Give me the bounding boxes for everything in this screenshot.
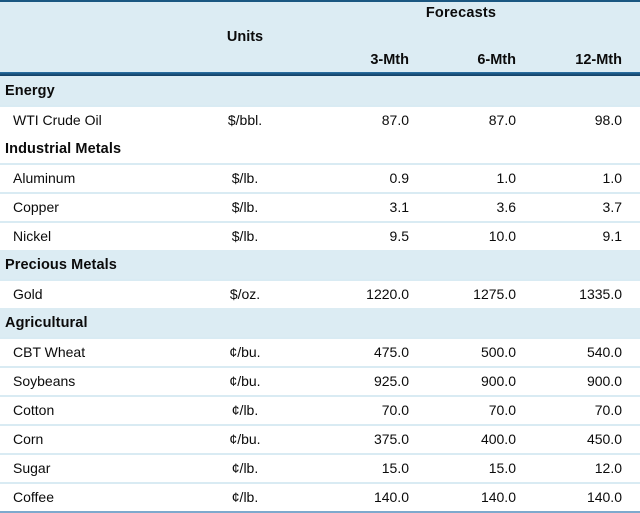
unit-value: $/bbl. (227, 112, 263, 128)
forecast-6mth-value: 400.0 (480, 431, 516, 447)
commodity-name: Soybeans (13, 373, 76, 389)
unit-value: ¢/lb. (231, 489, 259, 505)
section-header-agricultural: Agricultural (0, 308, 640, 337)
unit-value: ¢/lb. (231, 460, 259, 476)
forecast-12mth-value: 540.0 (586, 344, 622, 360)
commodity-name: Gold (13, 286, 43, 302)
section-header-energy: Energy (0, 76, 640, 105)
forecast-6mth-value: 70.0 (488, 402, 516, 418)
unit-value: ¢/bu. (229, 431, 261, 447)
unit-value: ¢/bu. (229, 373, 261, 389)
table-header: Forecasts Units 3-Mth 6-Mth 12-Mth (0, 2, 640, 72)
forecast-12mth-value: 900.0 (586, 373, 622, 389)
forecast-6mth-value: 3.6 (496, 199, 516, 215)
commodity-name: Aluminum (13, 170, 76, 186)
commodity-name: WTI Crude Oil (13, 112, 102, 128)
forecast-6mth-value: 10.0 (488, 228, 516, 244)
commodity-name: Coffee (13, 489, 54, 505)
forecast-12mth-value: 3.7 (602, 199, 622, 215)
forecast-3mth-value: 375.0 (373, 431, 409, 447)
forecast-12mth-value: 1.0 (602, 170, 622, 186)
forecast-12mth-value: 9.1 (602, 228, 622, 244)
table-row-coffee: Coffee ¢/lb. 140.0 140.0 140.0 (0, 482, 640, 511)
forecast-3mth-value: 3.1 (389, 199, 409, 215)
commodity-name: Corn (13, 431, 44, 447)
units-column-label: Units (226, 29, 264, 45)
unit-value: $/lb. (231, 170, 259, 186)
forecast-3mth-value: 0.9 (389, 170, 409, 186)
commodity-name: CBT Wheat (13, 344, 86, 360)
forecast-12mth-value: 1335.0 (579, 286, 622, 302)
table-row-wti-crude-oil: WTI Crude Oil $/bbl. 87.0 87.0 98.0 (0, 105, 640, 134)
unit-value: $/oz. (229, 286, 261, 302)
table-row-cotton: Cotton ¢/lb. 70.0 70.0 70.0 (0, 395, 640, 424)
forecast-6mth-value: 140.0 (480, 489, 516, 505)
commodity-name: Nickel (13, 228, 52, 244)
header-divider-rule (0, 72, 640, 76)
unit-value: ¢/lb. (231, 402, 259, 418)
forecast-12mth-value: 98.0 (594, 112, 622, 128)
section-label: Agricultural (5, 314, 88, 331)
table-row-gold: Gold $/oz. 1220.0 1275.0 1335.0 (0, 279, 640, 308)
commodity-name: Sugar (13, 460, 51, 476)
column-label-12mth: 12-Mth (575, 52, 622, 68)
commodity-name: Copper (13, 199, 59, 215)
forecast-6mth-value: 87.0 (488, 112, 516, 128)
table-row-corn: Corn ¢/bu. 375.0 400.0 450.0 (0, 424, 640, 453)
forecast-3mth-value: 925.0 (373, 373, 409, 389)
table-row-sugar: Sugar ¢/lb. 15.0 15.0 12.0 (0, 453, 640, 482)
forecast-3mth-value: 87.0 (381, 112, 409, 128)
section-header-precious-metals: Precious Metals (0, 250, 640, 279)
forecast-12mth-value: 450.0 (586, 431, 622, 447)
forecast-3mth-value: 70.0 (381, 402, 409, 418)
forecast-column-labels: 3-Mth 6-Mth 12-Mth (0, 52, 640, 68)
forecast-6mth-value: 15.0 (488, 460, 516, 476)
forecasts-group-label: Forecasts (425, 5, 497, 21)
table-row-copper: Copper $/lb. 3.1 3.6 3.7 (0, 192, 640, 221)
forecast-12mth-value: 12.0 (594, 460, 622, 476)
table-row-soybeans: Soybeans ¢/bu. 925.0 900.0 900.0 (0, 366, 640, 395)
section-label: Energy (5, 82, 55, 99)
forecast-6mth-value: 900.0 (480, 373, 516, 389)
unit-value: $/lb. (231, 228, 259, 244)
forecast-3mth-value: 9.5 (389, 228, 409, 244)
commodity-name: Cotton (13, 402, 55, 418)
section-label: Precious Metals (5, 256, 117, 273)
forecast-3mth-value: 140.0 (373, 489, 409, 505)
forecast-3mth-value: 475.0 (373, 344, 409, 360)
section-header-industrial-metals: Industrial Metals (0, 134, 640, 163)
section-label: Industrial Metals (5, 140, 122, 157)
column-label-3mth: 3-Mth (370, 52, 409, 68)
column-label-6mth: 6-Mth (477, 52, 516, 68)
table-row-nickel: Nickel $/lb. 9.5 10.0 9.1 (0, 221, 640, 250)
forecast-3mth-value: 15.0 (381, 460, 409, 476)
forecast-3mth-value: 1220.0 (366, 286, 409, 302)
unit-value: ¢/bu. (229, 344, 261, 360)
table-row-cbt-wheat: CBT Wheat ¢/bu. 475.0 500.0 540.0 (0, 337, 640, 366)
forecast-6mth-value: 1.0 (496, 170, 516, 186)
forecast-12mth-value: 140.0 (586, 489, 622, 505)
table-row-aluminum: Aluminum $/lb. 0.9 1.0 1.0 (0, 163, 640, 192)
unit-value: $/lb. (231, 199, 259, 215)
forecast-6mth-value: 1275.0 (473, 286, 516, 302)
forecast-6mth-value: 500.0 (480, 344, 516, 360)
forecast-12mth-value: 70.0 (594, 402, 622, 418)
